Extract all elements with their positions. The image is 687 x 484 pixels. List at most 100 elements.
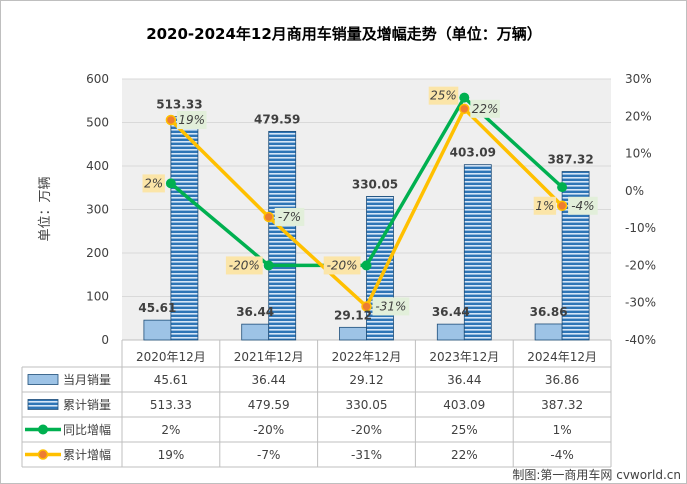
- marker-yoy: [557, 182, 568, 193]
- marker-yoy: [459, 92, 470, 103]
- table-cell: 19%: [158, 448, 185, 462]
- legend-key-monthly: [27, 374, 59, 385]
- pct-callout-bg: [428, 86, 459, 105]
- y2-tick-label: -10%: [625, 221, 656, 235]
- pct-callout-bg: [323, 256, 361, 275]
- marker-yoy: [361, 260, 372, 271]
- table-cell: 513.33: [150, 398, 192, 412]
- bar-monthly: [241, 323, 270, 341]
- table-cell: -31%: [351, 448, 382, 462]
- bar-label-monthly: 36.86: [530, 305, 568, 319]
- chart-title: 2020-2024年12月商用车销量及增幅走势（单位：万辆）: [146, 25, 542, 43]
- y2-tick-label: 20%: [625, 109, 652, 123]
- table-cell: 29.12: [349, 373, 383, 387]
- pct-callout-label: 22%: [472, 102, 499, 116]
- table-cell: 45.61: [154, 373, 188, 387]
- pct-callout-bg: [372, 297, 410, 316]
- x-category-label: 2022年12月: [332, 350, 402, 364]
- marker-yoy: [165, 178, 176, 189]
- y2-tick-label: 0%: [625, 184, 644, 198]
- y-axis-left: 0 100 200 300 400 500 600: [86, 72, 109, 347]
- bar-cumulative: [463, 164, 492, 341]
- marker-cumulative-growth: [556, 200, 568, 212]
- y2-tick-label: 30%: [625, 72, 652, 86]
- table-row-header: 当月销量: [63, 373, 111, 387]
- y-tick-label: 0: [101, 333, 109, 347]
- y2-tick-label: -20%: [625, 258, 656, 272]
- y-axis-right: -40% -30% -20% -10% 0% 10% 20% 30%: [625, 72, 656, 347]
- x-category-label: 2024年12月: [527, 350, 597, 364]
- credit-text: 制图:第一商用车网 cvworld.cn: [512, 467, 681, 482]
- y2-tick-label: -30%: [625, 296, 656, 310]
- legend-key-cumulative: [27, 399, 59, 410]
- table-row-header: 累计销量: [63, 398, 111, 412]
- table-cell: 330.05: [346, 398, 388, 412]
- y-axis-label: 单位：万辆: [38, 176, 53, 241]
- bar-label-cumulative: 330.05: [352, 177, 398, 191]
- bar-cumulative: [366, 196, 394, 341]
- table-cell: 387.32: [541, 398, 583, 412]
- y-tick-label: 400: [86, 159, 109, 173]
- table-cell: 36.86: [545, 373, 579, 387]
- bar-label-cumulative: 479.59: [254, 112, 300, 126]
- table-row-header: 同比增幅: [63, 422, 111, 437]
- bar-label-monthly: 45.61: [138, 301, 176, 315]
- legend-key-yoy-marker: [38, 424, 48, 435]
- y2-tick-label: 10%: [625, 147, 652, 161]
- pct-callout-label: 2%: [144, 176, 163, 190]
- pct-callout-label: 1%: [535, 199, 554, 213]
- pct-callout-bg: [225, 256, 263, 275]
- y-tick-label: 600: [86, 72, 109, 86]
- pct-callout-bg: [470, 99, 500, 118]
- bar-monthly: [534, 323, 563, 341]
- lines: [165, 92, 568, 312]
- bar-monthly: [143, 319, 172, 341]
- table-cell: 1%: [553, 423, 572, 437]
- table-cell: -20%: [253, 423, 284, 437]
- table-cell: 2%: [161, 423, 180, 437]
- table-cell: -4%: [550, 448, 573, 462]
- marker-cumulative-growth: [165, 114, 177, 126]
- y-tick-label: 500: [86, 116, 109, 130]
- data-table: 2020年12月 2021年12月 2022年12月 2023年12月 2024年12月…: [21, 340, 612, 468]
- table-row-header: 累计增幅: [63, 447, 111, 462]
- x-category-label: 2021年12月: [234, 350, 304, 364]
- bar-label-cumulative: 513.33: [156, 98, 202, 112]
- data-labels: 45.61 513.33 36.44 479.59 29.12 330.05 36.44 40…: [138, 86, 598, 322]
- bar-label-monthly: 36.44: [236, 305, 274, 319]
- pct-callout-bg: [176, 111, 207, 130]
- marker-cumulative-growth: [459, 103, 470, 115]
- x-category-label: 2023年12月: [429, 350, 499, 364]
- table-cell: 36.44: [447, 373, 481, 387]
- table-cell: 25%: [451, 423, 478, 437]
- bar-label-monthly: 29.12: [334, 308, 372, 322]
- pct-callout-label: -7%: [278, 210, 301, 224]
- x-category-label: 2020年12月: [136, 350, 206, 364]
- table-cell: 479.59: [248, 398, 290, 412]
- bar-monthly: [339, 326, 367, 341]
- legend-key-cumulative-growth-marker: [37, 449, 49, 460]
- pct-callout-label: -20%: [327, 258, 358, 272]
- bar-monthly: [436, 323, 465, 341]
- marker-yoy: [263, 260, 274, 271]
- bar-label-cumulative: 403.09: [450, 146, 496, 160]
- bar-label-cumulative: 387.32: [547, 153, 593, 167]
- pct-callout-bg: [568, 196, 598, 215]
- y-tick-label: 300: [86, 203, 109, 217]
- pct-callout-label: -20%: [229, 258, 260, 272]
- y-tick-label: 200: [86, 246, 109, 260]
- pct-callout-bg: [274, 207, 305, 226]
- y2-tick-label: -40%: [625, 333, 656, 347]
- marker-cumulative-growth: [263, 211, 274, 223]
- marker-cumulative-growth: [361, 301, 372, 312]
- pct-callout-label: -31%: [375, 299, 406, 313]
- table-cell: -20%: [351, 423, 382, 437]
- bar-cumulative: [170, 116, 199, 341]
- table-cell: 36.44: [252, 373, 286, 387]
- pct-callout-label: 25%: [430, 89, 457, 103]
- table-cell: 403.09: [443, 398, 485, 412]
- pct-callout-bg: [533, 196, 557, 215]
- table-cell: -7%: [257, 448, 280, 462]
- table-cell: 22%: [451, 448, 478, 462]
